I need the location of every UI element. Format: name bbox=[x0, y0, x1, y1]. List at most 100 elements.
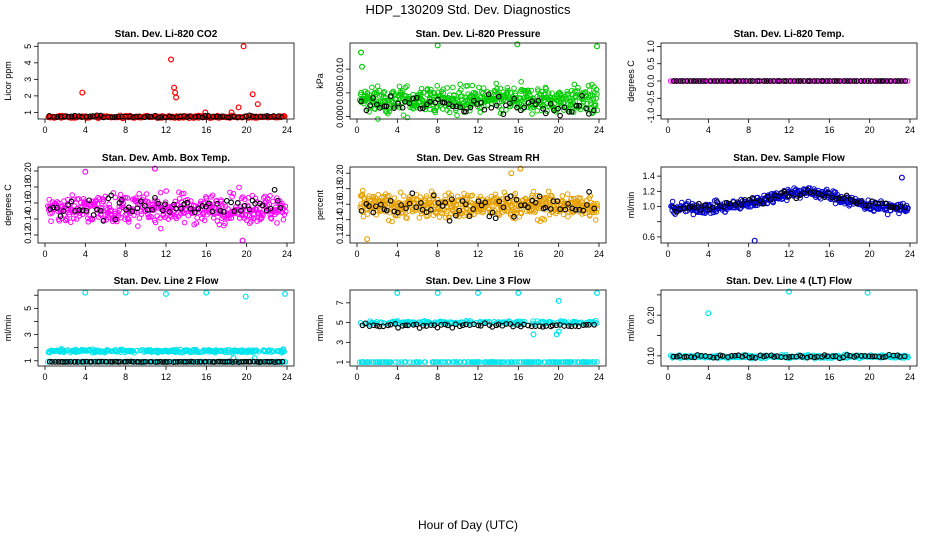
data-point bbox=[593, 95, 600, 102]
data-point bbox=[454, 193, 461, 200]
data-point bbox=[504, 85, 511, 91]
reference-point bbox=[86, 197, 92, 204]
reference-point bbox=[457, 104, 464, 111]
reference-point bbox=[528, 323, 535, 330]
data-point bbox=[542, 194, 548, 201]
panel-title: Stan. Dev. Gas Stream RH bbox=[416, 153, 539, 164]
x-tick-label: 0 bbox=[354, 249, 359, 259]
reference-point bbox=[584, 202, 590, 208]
reference-point bbox=[525, 322, 531, 329]
reference-point bbox=[475, 198, 482, 205]
data-point bbox=[476, 84, 482, 91]
data-point bbox=[540, 91, 547, 98]
data-point bbox=[592, 217, 599, 223]
reference-point bbox=[117, 358, 124, 365]
reference-point bbox=[187, 113, 193, 120]
reference-point bbox=[525, 204, 531, 211]
reference-point bbox=[370, 322, 377, 329]
data-point bbox=[374, 83, 381, 89]
reference-point bbox=[799, 354, 806, 360]
reference-point bbox=[181, 113, 187, 119]
data-point bbox=[905, 205, 911, 211]
reference-points bbox=[670, 351, 908, 362]
data-point bbox=[560, 211, 567, 218]
data-point bbox=[417, 194, 423, 200]
reference-point bbox=[553, 322, 560, 329]
reference-point bbox=[181, 201, 187, 207]
reference-point bbox=[486, 213, 493, 220]
data-point bbox=[669, 198, 676, 205]
reference-point bbox=[50, 204, 57, 211]
reference-point bbox=[670, 353, 677, 360]
data-point bbox=[472, 90, 479, 96]
data-point bbox=[528, 194, 535, 201]
data-point bbox=[108, 207, 115, 213]
reference-point bbox=[719, 353, 726, 359]
outlier-point bbox=[434, 290, 441, 297]
data-point bbox=[404, 83, 410, 89]
data-point bbox=[571, 81, 578, 88]
outlier-point bbox=[151, 165, 158, 172]
data-point bbox=[422, 359, 429, 365]
data-point bbox=[381, 89, 388, 95]
reference-point bbox=[413, 204, 420, 211]
reference-point bbox=[417, 105, 424, 112]
reference-point bbox=[269, 358, 275, 365]
reference-point bbox=[489, 209, 496, 216]
outlier-point bbox=[593, 43, 600, 50]
reference-point bbox=[271, 186, 278, 193]
reference-point bbox=[279, 358, 286, 365]
panel-title: Stan. Dev. Li-820 CO2 bbox=[115, 29, 218, 40]
x-tick-label: 12 bbox=[161, 249, 171, 259]
reference-point bbox=[725, 354, 731, 360]
data-point bbox=[512, 90, 519, 97]
reference-point bbox=[202, 112, 208, 119]
reference-point bbox=[752, 355, 759, 361]
data-point bbox=[407, 359, 413, 366]
reference-point bbox=[409, 190, 416, 197]
x-tick-label: 20 bbox=[242, 125, 252, 135]
outlier-point bbox=[475, 290, 482, 297]
reference-point bbox=[135, 358, 142, 365]
reference-point bbox=[781, 78, 787, 84]
data-point bbox=[564, 191, 571, 197]
reference-point bbox=[220, 209, 227, 215]
data-point bbox=[71, 215, 77, 222]
reference-point bbox=[413, 94, 420, 101]
reference-point bbox=[259, 202, 266, 209]
data-point bbox=[139, 196, 146, 203]
y-tick-label: 3 bbox=[23, 77, 33, 82]
data-point bbox=[547, 204, 554, 210]
reference-point bbox=[266, 358, 273, 365]
data-point bbox=[230, 190, 237, 197]
data-point bbox=[193, 220, 200, 226]
reference-point bbox=[732, 352, 738, 359]
x-tick-label: 24 bbox=[282, 372, 292, 382]
x-tick-label: 16 bbox=[824, 372, 834, 382]
reference-point bbox=[866, 202, 872, 209]
x-tick-label: 16 bbox=[201, 372, 211, 382]
data-point bbox=[433, 105, 439, 111]
reference-point bbox=[879, 200, 886, 207]
data-point bbox=[572, 359, 578, 365]
reference-point bbox=[761, 78, 768, 84]
data-point bbox=[194, 214, 200, 221]
x-tick-label: 12 bbox=[161, 372, 171, 382]
data-point bbox=[152, 219, 159, 226]
reference-point bbox=[492, 215, 499, 222]
y-tick-label: 5 bbox=[23, 306, 33, 311]
data-point bbox=[434, 196, 441, 203]
reference-point bbox=[767, 196, 774, 203]
data-point bbox=[569, 87, 575, 94]
x-tick-label: 8 bbox=[123, 372, 128, 382]
reference-point bbox=[247, 358, 254, 365]
reference-point bbox=[161, 114, 168, 121]
reference-point bbox=[700, 78, 706, 84]
x-tick-label: 4 bbox=[83, 249, 88, 259]
reference-point bbox=[795, 78, 801, 84]
y-tick-label: -1.0 bbox=[646, 108, 656, 124]
reference-point bbox=[385, 322, 391, 329]
reference-point bbox=[241, 202, 248, 209]
outlier-point bbox=[555, 328, 562, 335]
reference-point bbox=[829, 353, 836, 360]
